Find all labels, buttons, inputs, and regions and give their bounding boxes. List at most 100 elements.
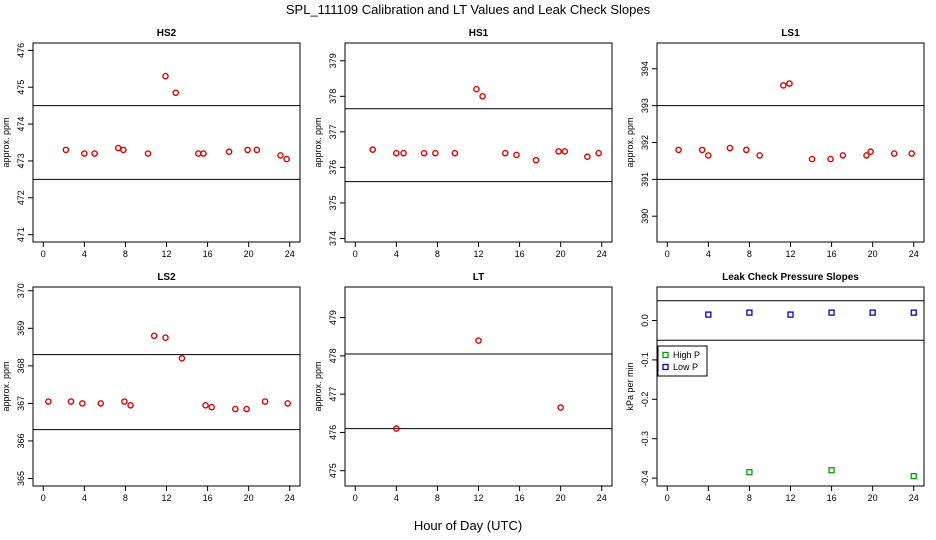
panel-ls2: LS2 approx. ppm 0 4 8 12 16 20 24 365 366 367 368 369… bbox=[1, 272, 301, 503]
panel-hs2: HS2 approx. ppm 0 4 8 12 16 20 24 471 472 473 474 475… bbox=[1, 28, 301, 259]
data-point bbox=[284, 400, 291, 407]
x-tick-label: 12 bbox=[473, 249, 483, 259]
data-point-high-p bbox=[828, 467, 835, 474]
data-point bbox=[78, 400, 86, 407]
data-point bbox=[283, 155, 290, 163]
x-tick-label: 8 bbox=[123, 249, 128, 259]
data-point bbox=[162, 334, 169, 341]
data-point bbox=[253, 146, 261, 154]
y-tick-label: -0.1 bbox=[640, 352, 650, 368]
x-tick-label: 12 bbox=[785, 249, 795, 259]
x-tick-label: 24 bbox=[285, 249, 295, 259]
data-point bbox=[243, 405, 250, 413]
y-tick-label: 367 bbox=[16, 396, 26, 411]
x-tick-label: 16 bbox=[827, 493, 837, 503]
y-axis-label: approx. ppm bbox=[313, 117, 323, 167]
data-point bbox=[127, 401, 134, 409]
y-tick-label: 368 bbox=[16, 358, 26, 373]
y-tick-label: 0.0 bbox=[640, 314, 650, 327]
data-point-low-p bbox=[746, 309, 753, 316]
data-point bbox=[675, 146, 682, 154]
data-point bbox=[45, 398, 52, 405]
data-point bbox=[561, 148, 569, 155]
x-tick-label: 8 bbox=[435, 493, 440, 503]
legend-box bbox=[657, 345, 708, 377]
x-tick-label: 16 bbox=[203, 249, 213, 259]
y-tick-label: 476 bbox=[16, 43, 26, 58]
y-tick-label: 475 bbox=[328, 463, 338, 478]
y-axis-label: kPa per min bbox=[625, 362, 635, 410]
panel-title: LT bbox=[473, 272, 484, 283]
legend-marker bbox=[662, 351, 669, 359]
panel-title: HS2 bbox=[157, 28, 177, 39]
data-point bbox=[698, 146, 706, 154]
y-tick-label: 473 bbox=[16, 153, 26, 168]
data-point bbox=[479, 93, 486, 100]
data-point bbox=[232, 405, 239, 413]
x-tick-label: 4 bbox=[394, 493, 399, 503]
data-point-low-p bbox=[705, 311, 712, 318]
x-tick-label: 20 bbox=[244, 493, 254, 503]
figure-title: SPL_111109 Calibration and LT Values and… bbox=[285, 2, 651, 17]
data-point bbox=[557, 404, 564, 411]
x-tick-label: 16 bbox=[203, 493, 213, 503]
y-tick-label: 472 bbox=[16, 190, 26, 205]
x-tick-label: 0 bbox=[665, 249, 670, 259]
y-tick-label: 375 bbox=[328, 195, 338, 210]
y-tick-label: 391 bbox=[640, 172, 650, 187]
legend-label: High P bbox=[673, 350, 700, 360]
x-tick-label: 4 bbox=[706, 493, 711, 503]
x-tick-label: 4 bbox=[706, 249, 711, 259]
data-point bbox=[195, 150, 202, 157]
y-axis-label: approx. ppm bbox=[1, 117, 11, 167]
y-tick-label: 369 bbox=[16, 321, 26, 336]
y-tick-label: 378 bbox=[328, 89, 338, 104]
data-point-high-p bbox=[746, 469, 753, 476]
data-point bbox=[121, 398, 128, 405]
x-tick-label: 4 bbox=[82, 249, 87, 259]
x-tick-label: 24 bbox=[597, 249, 607, 259]
y-axis-label: approx. ppm bbox=[1, 361, 11, 411]
x-tick-label: 4 bbox=[394, 249, 399, 259]
data-point bbox=[863, 152, 870, 159]
x-tick-label: 24 bbox=[285, 493, 295, 503]
y-tick-label: 377 bbox=[328, 124, 338, 139]
x-tick-label: 0 bbox=[353, 249, 358, 259]
data-point bbox=[144, 150, 152, 157]
data-point bbox=[369, 146, 377, 153]
x-tick-label: 16 bbox=[827, 249, 837, 259]
data-point bbox=[827, 155, 834, 163]
y-tick-label: 477 bbox=[328, 387, 338, 402]
data-point bbox=[393, 149, 400, 157]
data-point bbox=[67, 398, 75, 405]
panel-title: LS1 bbox=[781, 28, 800, 39]
y-tick-label: 365 bbox=[16, 471, 26, 486]
y-tick-label: 393 bbox=[640, 98, 650, 113]
data-point bbox=[208, 403, 215, 411]
x-tick-label: 8 bbox=[747, 249, 752, 259]
panel-title: Leak Check Pressure Slopes bbox=[722, 272, 859, 283]
y-tick-label: 370 bbox=[16, 283, 26, 298]
panel-title: LS2 bbox=[157, 272, 176, 283]
data-point bbox=[555, 148, 562, 155]
data-point-low-p bbox=[787, 311, 794, 318]
data-point bbox=[595, 149, 602, 157]
data-point bbox=[97, 400, 105, 407]
data-point-low-p bbox=[869, 309, 876, 316]
panel-title: HS1 bbox=[469, 28, 489, 39]
data-point bbox=[162, 72, 169, 80]
data-point bbox=[420, 149, 428, 157]
data-point bbox=[501, 149, 509, 157]
data-point-low-p bbox=[910, 309, 917, 316]
data-point bbox=[91, 150, 98, 157]
x-tick-label: 8 bbox=[123, 493, 128, 503]
data-point bbox=[178, 355, 186, 362]
y-tick-label: 379 bbox=[328, 53, 338, 68]
x-tick-label: 20 bbox=[244, 249, 254, 259]
legend-marker bbox=[662, 363, 669, 371]
data-point bbox=[244, 146, 251, 154]
y-tick-label: 394 bbox=[640, 61, 650, 76]
x-tick-label: 0 bbox=[41, 249, 46, 259]
data-point bbox=[726, 144, 734, 152]
data-point bbox=[839, 152, 847, 159]
